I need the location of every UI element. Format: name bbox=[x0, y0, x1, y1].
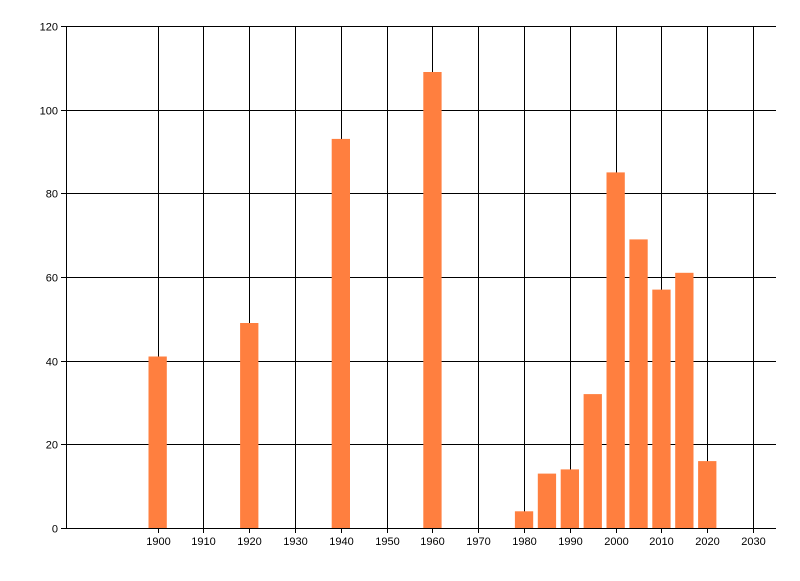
y-tick-label: 20 bbox=[46, 440, 58, 452]
x-tick-label: 1910 bbox=[191, 536, 215, 548]
bar-2020[interactable] bbox=[698, 461, 717, 528]
y-tick-label: 0 bbox=[52, 524, 58, 536]
tick-labels: 0 20 40 60 80 100 120 1900 1910 1920 1930 1940 1950 1… bbox=[40, 22, 766, 549]
x-tick-label: 1970 bbox=[466, 536, 490, 548]
y-tick-label: 60 bbox=[46, 273, 58, 285]
bar-1995[interactable] bbox=[583, 394, 602, 528]
bar-1980[interactable] bbox=[514, 511, 534, 528]
bar-1960[interactable] bbox=[423, 72, 442, 528]
y-tick-label: 120 bbox=[40, 22, 58, 34]
x-tick-label: 1920 bbox=[237, 536, 261, 548]
x-tick-label: 1990 bbox=[558, 536, 582, 548]
bar-2010[interactable] bbox=[652, 289, 671, 528]
x-tick-label: 1930 bbox=[283, 536, 307, 548]
x-tick-label: 1900 bbox=[146, 536, 170, 548]
grid-lines bbox=[66, 26, 776, 529]
x-tick-label: 2010 bbox=[649, 536, 673, 548]
bar-1940[interactable] bbox=[331, 138, 350, 528]
y-tick-label: 80 bbox=[46, 189, 58, 201]
bar-2005[interactable] bbox=[629, 239, 648, 528]
x-tick-label: 1950 bbox=[375, 536, 399, 548]
x-tick-label: 1960 bbox=[420, 536, 444, 548]
x-tick-label: 2000 bbox=[604, 536, 628, 548]
bar-1920[interactable] bbox=[240, 323, 259, 528]
bar-1900[interactable] bbox=[148, 356, 167, 529]
axes bbox=[61, 26, 776, 533]
bar-2015[interactable] bbox=[675, 272, 694, 528]
bar-2000[interactable] bbox=[606, 172, 625, 528]
x-tick-label: 1980 bbox=[512, 536, 536, 548]
bar-1990[interactable] bbox=[560, 469, 579, 528]
y-tick-label: 40 bbox=[46, 357, 58, 369]
bar-1985[interactable] bbox=[537, 473, 557, 528]
x-tick-label: 2020 bbox=[695, 536, 719, 548]
y-tick-label: 100 bbox=[40, 106, 58, 118]
bar-series bbox=[148, 72, 717, 529]
x-tick-label: 1940 bbox=[329, 536, 353, 548]
x-tick-label: 2030 bbox=[741, 536, 765, 548]
